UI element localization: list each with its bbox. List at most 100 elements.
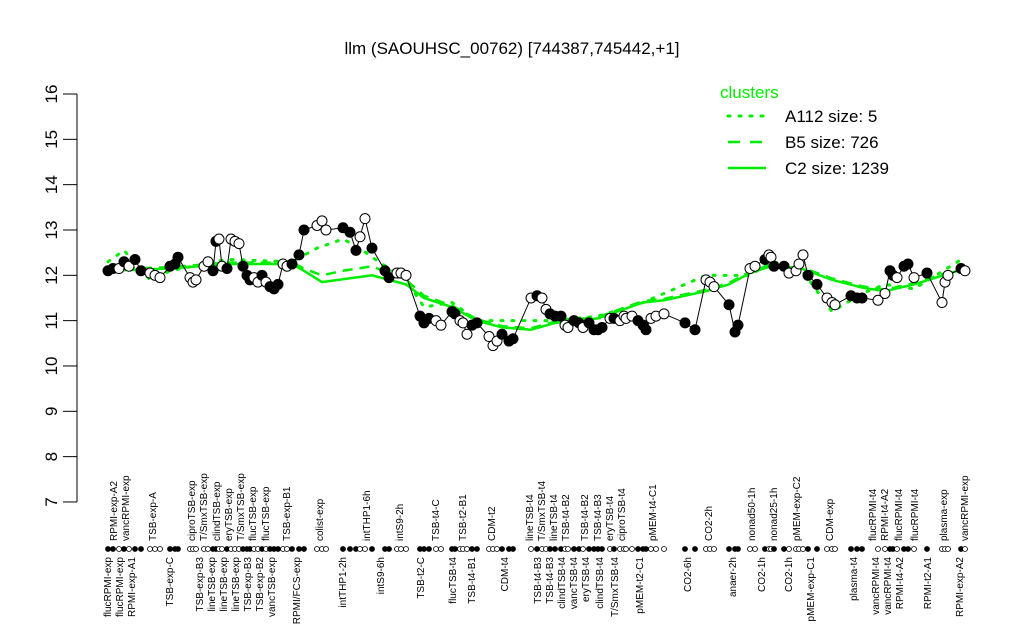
x-label-bottom: vancTSB-t4 <box>569 557 580 610</box>
x-label-top: T/SmxTSB-t4 <box>537 481 548 541</box>
sample-point <box>596 321 608 333</box>
sample-marker <box>205 546 211 552</box>
x-label-bottom: RPMI-exp-A1 <box>127 557 138 617</box>
sample-marker <box>814 546 820 552</box>
x-label-top: TSB-t2-B1 <box>458 494 469 541</box>
sample-marker <box>653 546 659 552</box>
y-tick-label: 12 <box>42 266 61 285</box>
sample-marker <box>510 546 516 552</box>
sample-marker <box>386 546 392 552</box>
x-label-top: eryTSB-t4 <box>605 496 616 541</box>
x-label-bottom: plasma-t4 <box>849 557 860 601</box>
legend-entry: C2 size: 1239 <box>785 159 889 178</box>
x-label-bottom: lineTSB-exp <box>207 557 218 612</box>
sample-marker <box>110 546 116 552</box>
sample-point <box>237 260 249 272</box>
x-label-bottom: TSB-t4-B1 <box>467 557 478 604</box>
x-label-bottom: vancTSB-exp <box>267 557 278 617</box>
x-label-top: pMEM-exp-C2 <box>792 476 803 541</box>
sample-point <box>400 269 412 281</box>
sample-point <box>123 260 135 272</box>
x-label-top: intS9-2h <box>395 504 406 541</box>
sample-marker <box>747 546 753 552</box>
sample-point <box>272 278 284 290</box>
sample-marker <box>323 546 329 552</box>
x-label-bottom: pMEM-exp-C1 <box>806 557 817 622</box>
sample-point <box>316 215 328 227</box>
x-label-bottom: TSB-exp-B3 <box>195 557 206 612</box>
x-label-top: flucTSB-exp <box>248 486 259 541</box>
x-label-top: TSB-t4-B2 <box>561 494 572 541</box>
sample-point <box>366 242 378 254</box>
x-label-bottom: intTHP1-2h <box>338 557 349 608</box>
x-label-top: vancRPMI-exp <box>960 475 971 541</box>
chart-title: llm (SAOUHSC_00762) [744387,745442,+1] <box>344 39 679 58</box>
sample-marker <box>945 546 951 552</box>
sample-point <box>793 258 805 270</box>
sample-point <box>233 238 245 250</box>
sample-marker <box>911 546 917 552</box>
x-label-bottom: T/SmxTSB-t4 <box>610 557 621 617</box>
x-label-top: TSB-t4-C <box>431 499 442 541</box>
sample-point <box>908 272 920 284</box>
x-label-top: ciproTSB-exp <box>187 480 198 541</box>
sample-point <box>496 328 508 340</box>
sample-point <box>872 294 884 306</box>
sample-marker <box>357 546 363 552</box>
sample-point <box>879 287 891 299</box>
sample-marker <box>398 546 404 552</box>
sample-point <box>507 333 519 345</box>
x-label-top: flucTSB-exp <box>261 486 272 541</box>
sample-point <box>829 299 841 311</box>
sample-point <box>689 324 701 336</box>
sample-point <box>891 272 903 284</box>
sample-marker <box>421 546 427 552</box>
legend-entry: A112 size: 5 <box>785 107 877 126</box>
sample-marker <box>452 546 458 552</box>
x-label-top: intTHP1-6h <box>362 490 373 541</box>
sample-point <box>723 299 735 311</box>
sample-marker <box>832 546 838 552</box>
y-tick-label: 16 <box>42 85 61 104</box>
sample-marker <box>711 546 717 552</box>
sample-point <box>471 317 483 329</box>
sample-marker <box>438 546 444 552</box>
sample-marker <box>752 546 758 552</box>
sample-marker <box>289 546 295 552</box>
x-label-top: pMEM-t4-C1 <box>648 484 659 541</box>
x-label-top: eryTSB-exp <box>224 488 235 541</box>
sample-marker <box>152 546 158 552</box>
sample-marker <box>340 546 346 552</box>
sample-marker <box>800 546 806 552</box>
sample-marker <box>132 546 138 552</box>
x-label-bottom: lineTSB-exp <box>219 557 230 612</box>
x-label-top: CO2-2h <box>704 506 715 541</box>
sample-point <box>797 249 809 261</box>
x-label-bottom: pMEM-t2-C1 <box>635 557 646 614</box>
sample-marker <box>882 546 888 552</box>
sample-marker <box>771 546 777 552</box>
sample-marker <box>726 546 732 552</box>
x-label-top: plasma-exp <box>939 489 950 541</box>
sample-marker <box>824 546 830 552</box>
x-label-bottom: eryTSB-t4 <box>581 557 592 602</box>
x-label-bottom: TSB-t2-C <box>416 557 427 599</box>
sample-point <box>293 249 305 261</box>
y-tick-label: 7 <box>42 497 61 506</box>
x-label-top: vancRPMI-exp <box>121 475 132 541</box>
x-label-top: TSB-t4-B2 <box>580 494 591 541</box>
y-tick-label: 10 <box>42 357 61 376</box>
sample-point <box>354 231 366 243</box>
x-label-bottom: vancRPMI-t4 <box>871 557 882 615</box>
sample-point <box>679 317 691 329</box>
sample-marker <box>369 546 375 552</box>
sample-marker <box>611 546 617 552</box>
sample-point <box>536 292 548 304</box>
sample-marker <box>528 546 534 552</box>
y-tick-label: 9 <box>42 407 61 416</box>
x-label-top: T/SmxTSB-exp <box>236 473 247 541</box>
sample-marker <box>781 546 787 552</box>
x-label-bottom: RPMI-exp-A2 <box>955 557 966 617</box>
sample-marker <box>116 546 122 552</box>
